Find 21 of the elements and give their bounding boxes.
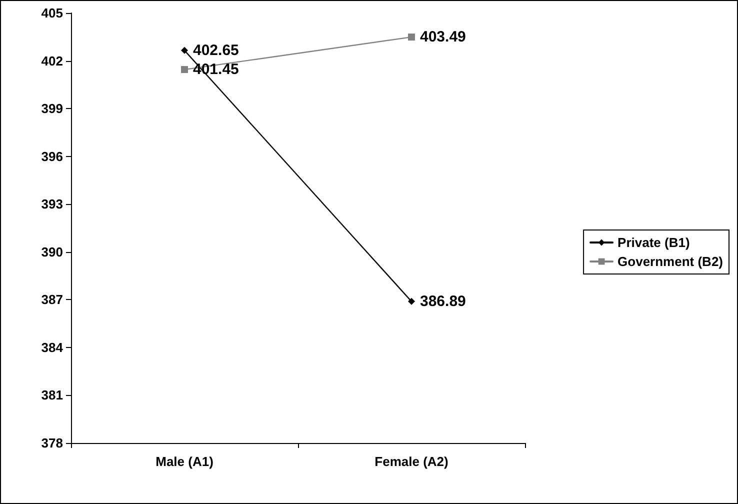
y-tick-label: 393 — [41, 196, 63, 212]
legend-label: Private (B1) — [618, 235, 690, 250]
y-tick-label: 384 — [41, 340, 64, 355]
legend-label: Government (B2) — [618, 254, 724, 269]
point — [181, 66, 188, 74]
data-label: 403.49 — [420, 28, 466, 46]
y-tick-label: 387 — [41, 292, 63, 308]
point — [181, 46, 188, 54]
y-tick-label: 390 — [41, 244, 63, 260]
y-tick-label: 405 — [41, 6, 63, 20]
x-tick-label: Male (A1) — [156, 454, 214, 469]
data-label: 386.89 — [420, 292, 466, 310]
y-tick-label: 402 — [41, 53, 63, 68]
point — [408, 298, 415, 305]
data-label: 402.65 — [193, 42, 239, 59]
point — [408, 34, 415, 41]
y-tick-label: 378 — [41, 436, 63, 450]
y-tick-label: 381 — [41, 388, 63, 403]
x-tick-label: Female (A2) — [374, 454, 448, 469]
y-tick-label: 399 — [41, 101, 63, 116]
y-tick-label: 396 — [41, 148, 63, 164]
